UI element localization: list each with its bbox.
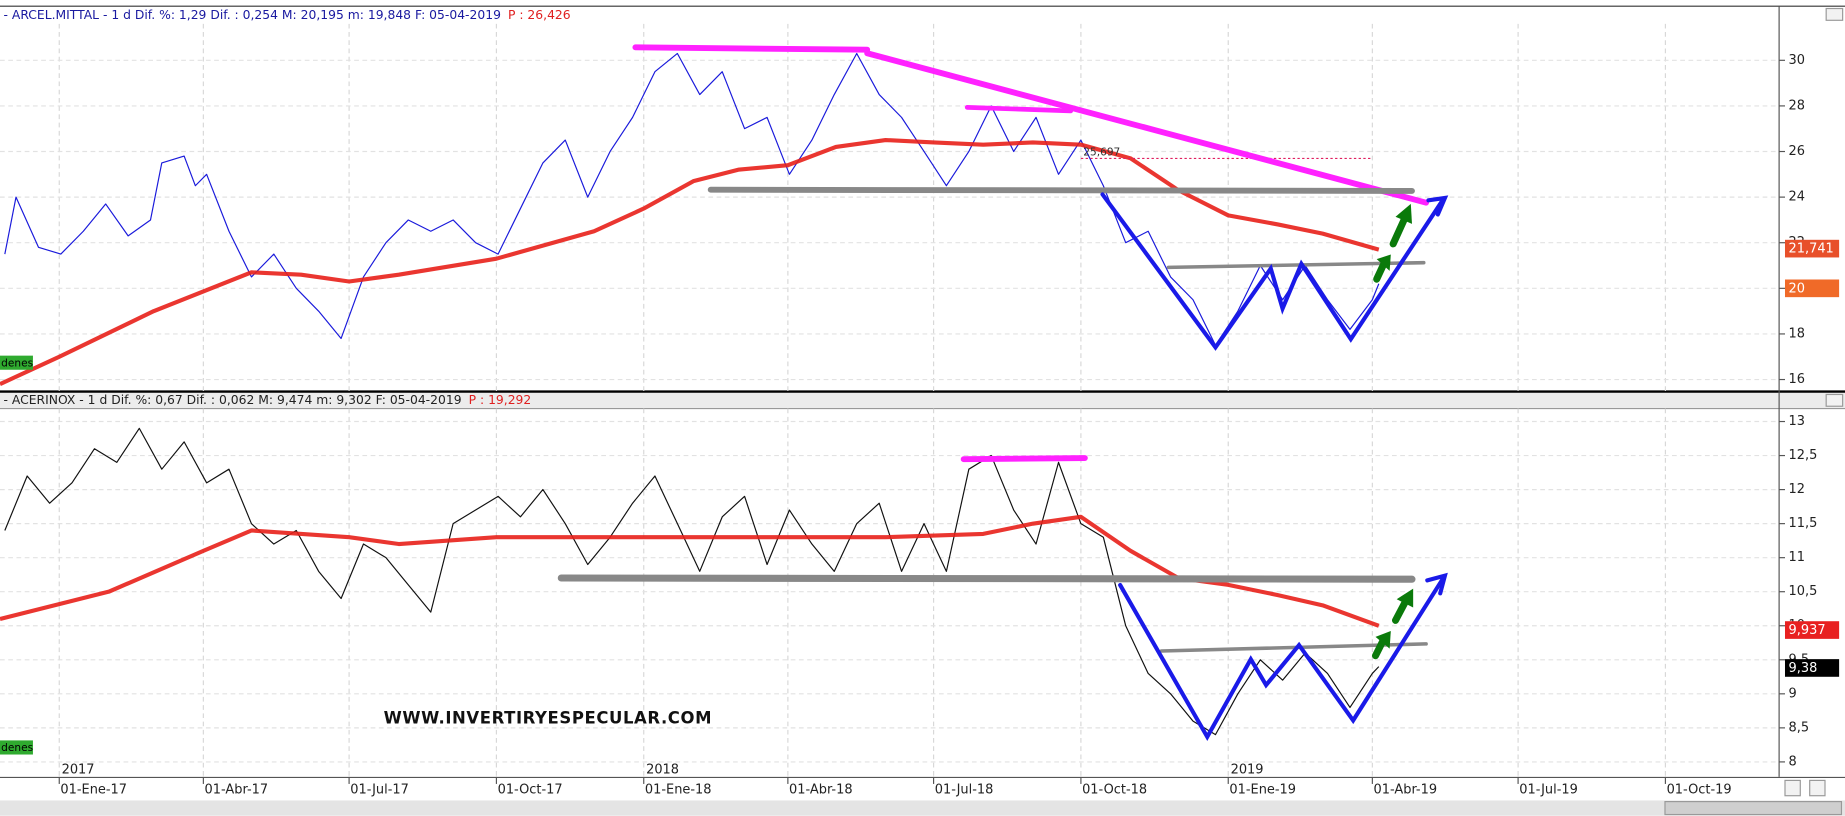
x-tick-label: 01-Oct-18	[1082, 782, 1147, 797]
price-line	[0, 514, 1380, 628]
arrow-head	[1425, 572, 1448, 596]
y-tick-label: 16	[1789, 372, 1805, 387]
button[interactable]	[1784, 779, 1801, 797]
x-tick-label: 01-Ene-18	[645, 782, 712, 797]
support-line	[707, 186, 1415, 194]
y-tick-label: 12	[1789, 482, 1805, 497]
price-tag-label: 9,937	[1789, 623, 1826, 638]
resistance-line	[964, 105, 1074, 114]
y-tick-label: 9	[1789, 686, 1797, 701]
arrow	[1391, 596, 1410, 624]
side-tag	[0, 740, 33, 755]
side-tag-text: denes	[1, 742, 33, 754]
resistance-line	[632, 44, 871, 53]
x-tick-label: 01-Oct-19	[1667, 782, 1732, 797]
pattern-line	[1100, 192, 1445, 351]
x-tick-label: 01-Abr-17	[205, 782, 269, 797]
arrow	[1389, 214, 1409, 248]
arrow-head	[1426, 195, 1449, 217]
side-tag-text: denes	[1, 357, 33, 369]
x-tick-label: 01-Oct-17	[498, 782, 563, 797]
y-tick-label: 26	[1789, 144, 1805, 159]
y-tick-label: 13	[1789, 414, 1805, 429]
x-tick-label: 01-Abr-18	[789, 782, 853, 797]
y-tick-label: 8,5	[1789, 720, 1810, 735]
arrow-head	[1395, 203, 1412, 224]
overlay: 01-Ene-17 01-Abr-17 01-Jul-17 01-Oct-17 01-E…	[60, 147, 1840, 797]
drawings	[557, 455, 1448, 742]
y-tick-label: 28	[1789, 98, 1805, 113]
price-line	[4, 52, 1380, 346]
price-tag-label: 21,741	[1789, 242, 1834, 257]
price-tag	[1784, 279, 1840, 298]
y-tick-label: 18	[1789, 326, 1805, 341]
price-tag	[1784, 239, 1840, 258]
year-label: 2019	[1231, 762, 1264, 777]
y-tick-label: 10,5	[1789, 584, 1818, 599]
x-tick-label: 01-Ene-19	[1229, 782, 1296, 797]
price-note: P : 19,292	[469, 393, 532, 407]
arrow-head	[1375, 630, 1391, 649]
button[interactable]	[1825, 393, 1844, 407]
panel-title: - ARCEL.MITTAL - 1 d Dif. %: 1,29 Dif. :…	[4, 8, 501, 22]
x-tick-label: 01-Ene-17	[60, 782, 127, 797]
y-tick-label: 30	[1789, 53, 1805, 68]
price-tag	[1784, 621, 1840, 639]
x-tick-label: 01-Jul-17	[350, 782, 409, 797]
drawings	[632, 44, 1449, 351]
scroll-thumb[interactable]	[1664, 801, 1843, 816]
x-tick-label: 01-Abr-19	[1374, 782, 1438, 797]
price-tag	[1784, 659, 1840, 677]
y-tick-label: 11	[1789, 550, 1805, 565]
y-tick-label: 8	[1789, 754, 1797, 769]
trend-line	[864, 50, 1430, 206]
price-note: P : 26,426	[508, 8, 571, 22]
year-label: 2018	[646, 762, 679, 777]
panel-title: - ACERINOX - 1 d Dif. %: 0,67 Dif. : 0,0…	[4, 393, 462, 407]
reference-label: 25,697	[1083, 147, 1120, 159]
scrollbar[interactable]	[0, 800, 1845, 816]
price-tag-label: 20	[1789, 281, 1805, 296]
x-tick-label: 01-Jul-19	[1519, 782, 1578, 797]
x-tick-label: 01-Jul-18	[935, 782, 994, 797]
button[interactable]	[1809, 779, 1826, 797]
pattern-line	[1118, 577, 1445, 742]
price-tag-label: 9,38	[1789, 661, 1818, 676]
arrow-head	[1396, 588, 1414, 608]
watermark: WWW.INVERTIRYESPECULAR.COM	[384, 709, 712, 728]
resistance-line	[960, 455, 1088, 463]
panel-header	[0, 390, 1845, 409]
y-tick-label: 12,5	[1789, 448, 1818, 463]
year-label: 2017	[62, 762, 95, 777]
arrow-head	[1376, 254, 1391, 271]
side-tag	[0, 355, 33, 370]
button[interactable]	[1825, 7, 1844, 21]
price-line	[4, 427, 1380, 736]
y-tick-label: 24	[1789, 190, 1805, 205]
support-line	[557, 574, 1416, 583]
y-tick-label: 11,5	[1789, 516, 1818, 531]
